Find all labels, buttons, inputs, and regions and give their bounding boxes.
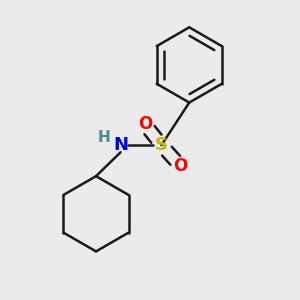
Text: S: S bbox=[155, 136, 168, 154]
Text: H: H bbox=[97, 130, 110, 146]
Text: N: N bbox=[113, 136, 128, 154]
Text: O: O bbox=[138, 116, 152, 134]
Text: O: O bbox=[173, 157, 187, 175]
